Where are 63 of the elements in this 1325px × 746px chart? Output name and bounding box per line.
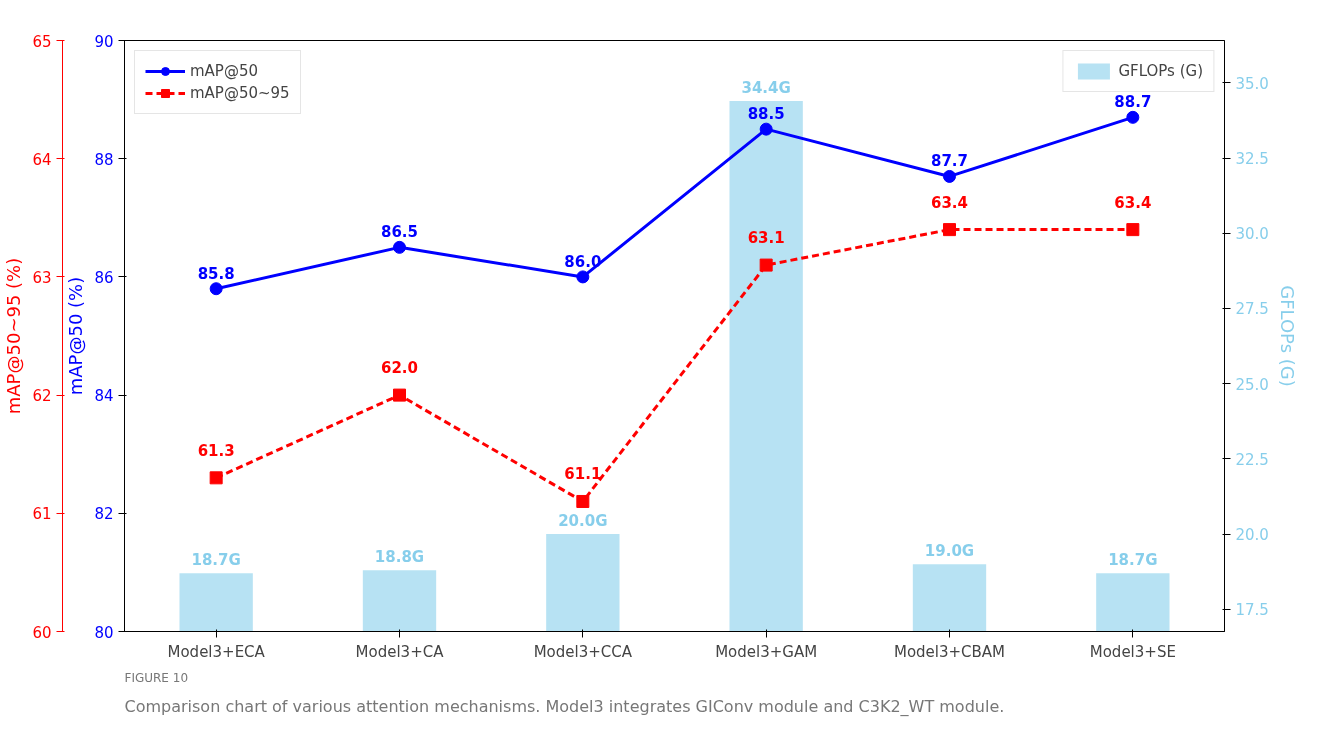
y2-tick-label: 61	[32, 505, 52, 524]
point	[209, 471, 223, 485]
point	[393, 240, 406, 254]
legend-label: mAP@50~95	[190, 84, 290, 102]
data-label: 19.0G	[924, 542, 975, 561]
data-label: 61.3	[197, 441, 235, 460]
y2-tick-label: 65	[32, 32, 52, 51]
x-tick-label: Model3+GAM	[715, 642, 818, 661]
y3-axis-title: GFLOPs (G)	[1276, 285, 1298, 387]
y3-tick-label: 27.5	[1235, 300, 1269, 319]
caption: FIGURE 10	[124, 670, 189, 685]
data-label: 34.4G	[741, 78, 791, 97]
y-tick-label: 80	[94, 623, 114, 642]
data-label: 86.5	[381, 223, 419, 242]
y3-tick-label: 17.5	[1235, 601, 1269, 620]
data-label: 61.1	[564, 465, 602, 484]
point	[393, 388, 406, 402]
point	[209, 282, 223, 296]
data-label: 88.7	[1114, 93, 1152, 112]
data-label: 87.7	[931, 152, 969, 171]
point	[943, 223, 956, 237]
point	[576, 270, 590, 284]
legend-label: mAP@50	[190, 62, 259, 80]
y3-tick-label: 22.5	[1235, 450, 1269, 469]
y3-tick-label: 30.0	[1235, 225, 1269, 244]
y2-axis-title: mAP@50~95 (%)	[3, 257, 25, 415]
y-tick-label: 90	[94, 32, 114, 51]
text: Comparison chart of various attention mechanisms. Model3 integrates GIConv module and C3K2_WT module.	[124, 696, 1005, 717]
y3-tick-label: 20.0	[1235, 526, 1269, 545]
data-label: 20.0G	[558, 512, 608, 531]
y-tick-label: 86	[94, 268, 114, 287]
data-label: 18.7G	[191, 551, 241, 570]
y-tick-label: 88	[94, 150, 114, 169]
y2-tick-label: 60	[32, 623, 52, 642]
x-tick-label: Model3+CA	[355, 642, 445, 661]
y2-tick-label: 64	[32, 150, 52, 169]
y-tick-label: 84	[94, 387, 114, 406]
x-tick-label: Model3+CCA	[533, 642, 633, 661]
point	[1126, 110, 1140, 124]
data-label: 88.5	[747, 105, 785, 124]
y2-tick-label: 63	[32, 268, 52, 287]
y3-tick-label: 25.0	[1235, 375, 1269, 394]
data-label: 63.1	[747, 229, 785, 248]
data-label: 62.0	[381, 359, 419, 378]
x-tick-label: Model3+ECA	[167, 642, 266, 661]
y2-tick-label: 62	[32, 387, 52, 406]
x-tick-label: Model3+CBAM	[893, 642, 1006, 661]
point	[576, 494, 590, 508]
point	[943, 169, 956, 183]
data-label: 85.8	[197, 264, 235, 283]
data-label: 63.4	[931, 193, 969, 212]
y3-tick-label: 35.0	[1235, 74, 1269, 93]
data-label: 18.8G	[374, 548, 425, 567]
x-tick-label: Model3+SE	[1089, 642, 1176, 661]
data-label: 63.4	[1114, 193, 1152, 212]
y-axis-title: mAP@50 (%)	[65, 276, 87, 396]
legend-label: GFLOPs (G)	[1118, 62, 1203, 80]
point	[759, 122, 773, 136]
point	[759, 258, 773, 272]
point	[1126, 223, 1140, 237]
y-tick-label: 82	[94, 505, 114, 524]
y3-tick-label: 32.5	[1235, 150, 1269, 169]
data-label: 18.7G	[1108, 551, 1158, 570]
